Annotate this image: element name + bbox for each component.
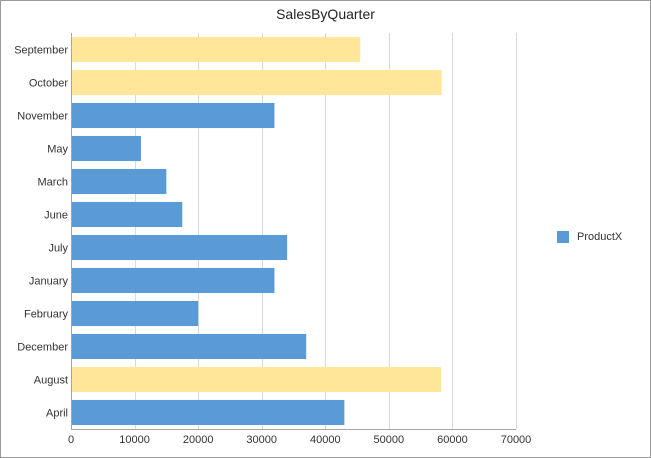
y-tick-label: August bbox=[34, 375, 68, 387]
x-tick-label: 40000 bbox=[310, 434, 341, 446]
y-tick-label: July bbox=[48, 243, 68, 255]
bar bbox=[72, 69, 442, 96]
y-tick-label: March bbox=[37, 177, 68, 189]
x-tick-label: 70000 bbox=[501, 434, 532, 446]
chart-title: SalesByQuarter bbox=[276, 6, 375, 22]
y-tick-label: November bbox=[17, 111, 68, 123]
bar bbox=[72, 36, 361, 63]
bar bbox=[72, 168, 167, 195]
y-tick-label: December bbox=[17, 342, 68, 354]
bar bbox=[72, 201, 183, 228]
x-tick-label: 20000 bbox=[183, 434, 214, 446]
bar bbox=[72, 135, 141, 162]
y-tick-label: January bbox=[29, 276, 69, 288]
bar bbox=[72, 399, 345, 426]
y-tick-label: September bbox=[14, 45, 68, 57]
x-tick-label: 50000 bbox=[374, 434, 405, 446]
y-tick-label: February bbox=[24, 309, 69, 321]
bar bbox=[72, 300, 199, 327]
y-tick-label: October bbox=[29, 78, 68, 90]
legend: ProductX bbox=[557, 231, 622, 243]
x-tick-label: 30000 bbox=[246, 434, 277, 446]
legend-swatch bbox=[557, 231, 569, 243]
x-tick-label: 10000 bbox=[119, 434, 150, 446]
bar bbox=[72, 366, 441, 393]
x-tick-label: 0 bbox=[68, 434, 74, 446]
bar bbox=[72, 234, 288, 261]
legend-label: ProductX bbox=[577, 231, 623, 243]
x-tick-label: 60000 bbox=[437, 434, 468, 446]
y-tick-label: May bbox=[47, 144, 68, 156]
bar bbox=[72, 267, 275, 294]
y-tick-label: April bbox=[46, 408, 68, 420]
y-tick-label: June bbox=[44, 210, 68, 222]
bar bbox=[72, 333, 307, 360]
bar bbox=[72, 102, 275, 129]
